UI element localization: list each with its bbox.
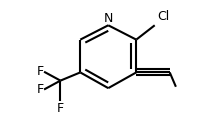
- Text: N: N: [104, 12, 113, 25]
- Text: F: F: [36, 83, 43, 96]
- Text: F: F: [57, 102, 64, 115]
- Text: F: F: [36, 65, 43, 78]
- Text: Cl: Cl: [157, 10, 169, 23]
